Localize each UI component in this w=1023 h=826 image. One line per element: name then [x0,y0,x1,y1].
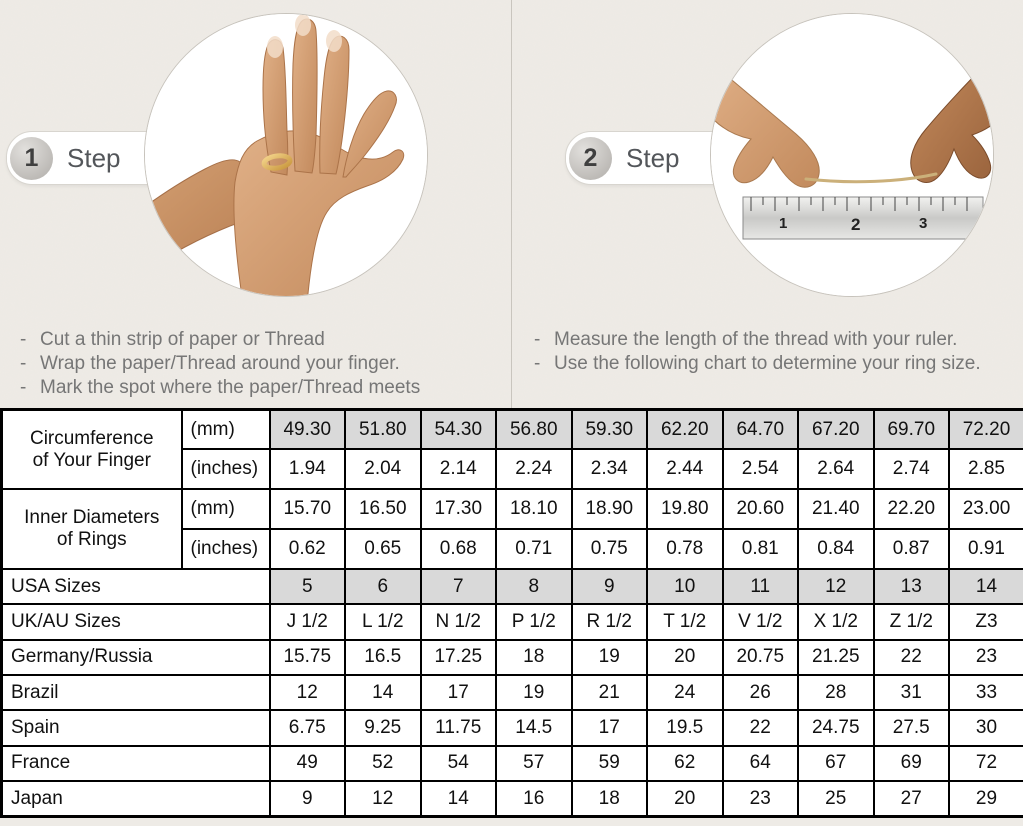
svg-text:2: 2 [851,215,860,234]
svg-text:3: 3 [919,215,927,232]
svg-text:1: 1 [779,215,787,232]
